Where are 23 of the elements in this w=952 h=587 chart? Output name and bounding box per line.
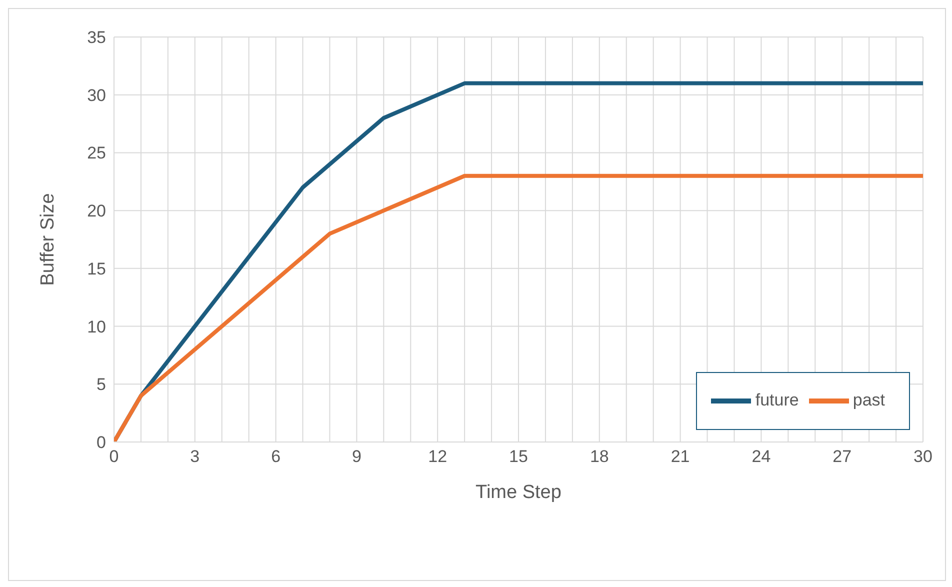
y-tick-label: 20	[87, 202, 106, 221]
y-tick-label: 30	[87, 86, 106, 105]
x-tick-label: 9	[352, 447, 362, 466]
x-tick-label: 6	[271, 447, 281, 466]
x-tick-label: 3	[190, 447, 200, 466]
y-tick-label: 35	[87, 28, 106, 48]
x-tick-label: 27	[832, 447, 852, 466]
y-tick-label: 5	[96, 375, 106, 394]
y-tick-label: 0	[96, 433, 106, 452]
y-axis-title: Buffer Size	[38, 193, 59, 286]
x-tick-label: 24	[752, 447, 771, 466]
y-tick-label: 10	[87, 317, 106, 336]
x-tick-label: 18	[590, 447, 609, 466]
legend-label: past	[852, 390, 885, 410]
x-axis-title: Time Step	[476, 482, 562, 503]
x-tick-label: 12	[428, 447, 448, 466]
x-tick-label: 30	[914, 447, 932, 466]
x-tick-label: 21	[670, 447, 690, 466]
x-tick-label: 15	[509, 447, 528, 466]
x-tick-label: 0	[109, 447, 119, 466]
y-tick-label: 15	[87, 259, 106, 278]
legend-label: future	[755, 390, 799, 410]
y-tick-label: 25	[87, 144, 106, 163]
